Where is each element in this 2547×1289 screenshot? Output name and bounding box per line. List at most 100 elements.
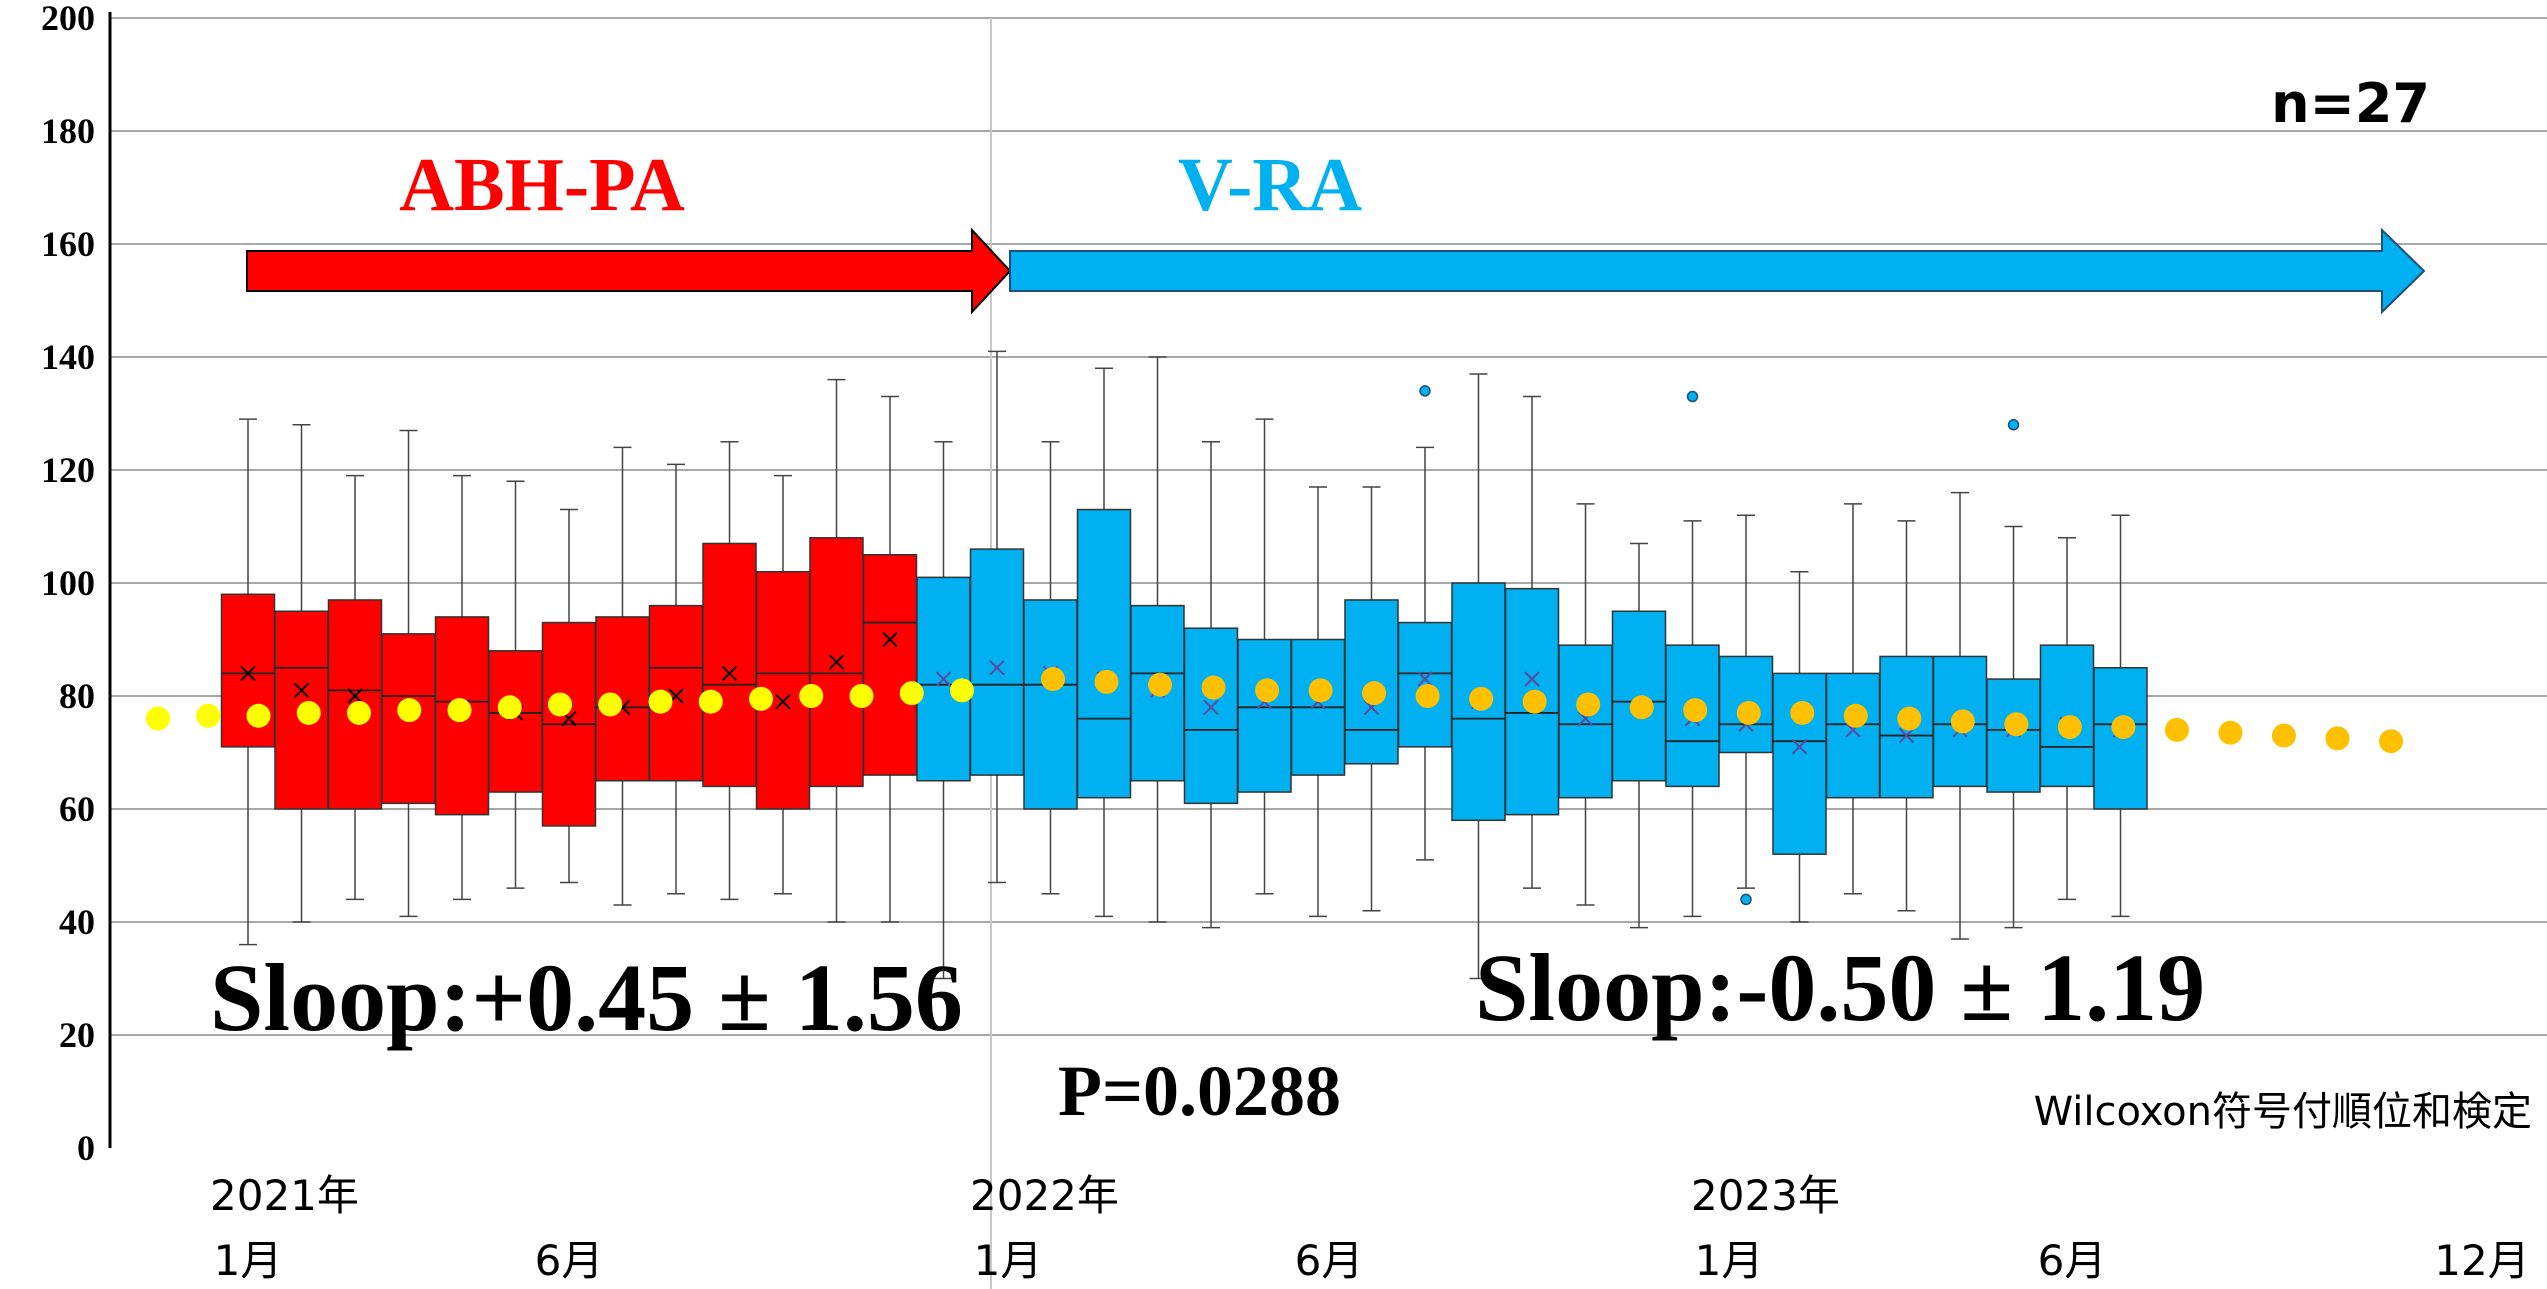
trend-point-phase1	[849, 684, 874, 708]
trend-point-phase2	[1308, 678, 1333, 703]
x-tick-month-label: 1月	[1695, 1236, 1764, 1285]
mean-marker	[1898, 727, 1915, 744]
box-27	[1611, 542, 1667, 929]
box-7	[541, 508, 597, 884]
trend-point-phase2	[1041, 667, 1065, 692]
box-19	[1183, 441, 1239, 929]
trend-point-phase2	[1629, 695, 1654, 720]
trend-point-phase1	[497, 695, 522, 720]
trend-point-phase1	[548, 692, 572, 717]
trend-point-phase2	[1576, 692, 1601, 717]
y-axis: 0 20 40 60 80 100 120 140 160 180 200	[41, 0, 112, 1168]
box-iqr	[1772, 672, 1827, 855]
trend-point-phase1	[246, 703, 271, 728]
y-tick-label: 160	[41, 224, 95, 264]
trend-point-phase2	[1255, 678, 1280, 703]
box-24	[1451, 373, 1506, 980]
trend-point-phase1	[899, 681, 924, 706]
trend-point-phase1	[749, 686, 773, 711]
trend-point-phase2	[2004, 712, 2029, 737]
y-tick-label: 180	[41, 111, 95, 151]
mean-marker	[1203, 699, 1219, 716]
phase-arrows	[246, 227, 2426, 315]
trend-point-phase1	[447, 698, 472, 723]
trend-point-phase2	[2218, 720, 2243, 745]
y-tick-label: 40	[59, 902, 95, 942]
box-iqr	[862, 554, 918, 776]
statistical-test-label: Wilcoxon符号付順位和検定	[2034, 1089, 2532, 1135]
trend-point-phase2	[1790, 700, 1815, 725]
trend-point-phase2	[2164, 717, 2189, 742]
box-23	[1397, 385, 1453, 861]
outlier-point	[1419, 385, 1431, 397]
x-tick-month-label: 12月	[2434, 1236, 2529, 1285]
trend-point-phase1	[799, 684, 824, 708]
box-iqr	[1932, 655, 1988, 788]
box-8	[595, 446, 650, 906]
mean-marker	[935, 671, 952, 687]
box-12	[809, 378, 864, 923]
mean-marker	[347, 688, 363, 704]
mean-marker	[1791, 739, 1808, 755]
x-tick-month-label: 6月	[535, 1236, 604, 1285]
x-tick-month-label: 1月	[974, 1236, 1043, 1285]
trend-point-phase2	[2379, 729, 2403, 754]
trend-point-phase2	[1415, 684, 1440, 708]
abh-pa-arrow	[246, 227, 1012, 315]
trend-point-phase2	[1897, 706, 1922, 731]
mean-marker	[240, 665, 256, 682]
box-17	[1076, 367, 1132, 918]
box-11	[755, 474, 811, 895]
y-tick-label: 200	[41, 0, 95, 38]
trend-point-phase2	[1683, 698, 1708, 723]
trend-point-phase1	[347, 700, 371, 725]
trend-point-phase2	[1522, 689, 1547, 714]
box-series	[220, 350, 2148, 980]
box-18	[1130, 356, 1185, 923]
box-31	[1825, 503, 1881, 895]
trend-point-phase1	[196, 703, 221, 728]
p-value-annotation: P=0.0288	[1058, 1051, 1341, 1131]
trend-point-phase1	[950, 678, 974, 703]
phase1-label: ABH-PA	[399, 143, 685, 227]
box-9	[648, 463, 704, 895]
trend-point-phase1	[397, 698, 422, 723]
x-tick-month-label: 6月	[2038, 1236, 2107, 1285]
box-5	[434, 474, 490, 901]
mean-marker	[721, 665, 738, 682]
y-tick-label: 0	[77, 1128, 95, 1168]
x-tick-year-label: 2022年	[970, 1171, 1119, 1220]
box-iqr	[1076, 508, 1132, 799]
trend-point-phase2	[2271, 723, 2296, 748]
trend-point-phase2	[2325, 726, 2350, 751]
trend-point-phase2	[2057, 715, 2082, 740]
trend-point-phase1	[598, 692, 623, 717]
mean-marker	[1417, 671, 1433, 687]
y-tick-label: 120	[41, 450, 95, 490]
y-tick-label: 80	[59, 676, 95, 716]
box-6	[488, 480, 543, 889]
trend-point-phase1	[296, 700, 321, 725]
trend-point-phase2	[2111, 715, 2136, 740]
box-26	[1558, 503, 1613, 906]
box-35	[2039, 537, 2095, 901]
y-tick-label: 140	[41, 337, 95, 377]
box-iqr	[1237, 638, 1292, 793]
box-3	[327, 474, 383, 901]
box-iqr	[1023, 599, 1078, 810]
trend-point-phase1	[698, 689, 723, 714]
box-34	[1986, 419, 2041, 929]
mean-marker	[561, 710, 577, 727]
box-iqr	[1558, 644, 1613, 799]
outlier-point	[2007, 419, 2020, 431]
box-21	[1290, 486, 1346, 918]
mean-marker	[828, 654, 845, 670]
trend-point-phase1	[146, 706, 170, 731]
outlier-point	[1686, 390, 1699, 403]
slope1-annotation: Sloop:+0.45 ± 1.56	[210, 944, 963, 1051]
box-16	[1023, 441, 1078, 895]
box-14	[916, 441, 971, 980]
trend-point-phase2	[1148, 672, 1173, 697]
box-iqr	[1825, 672, 1881, 799]
